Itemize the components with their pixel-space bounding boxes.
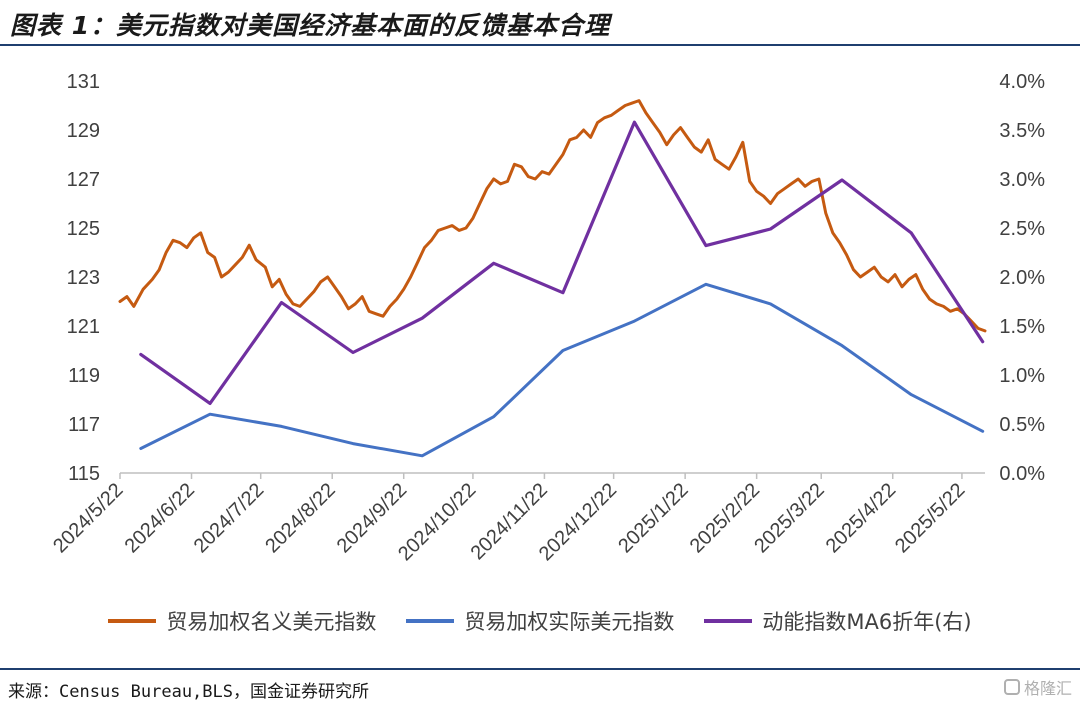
legend-swatch [108, 619, 157, 623]
y-right-tick-label: 3.5% [999, 120, 1045, 142]
y-right-tick-label: 0.0% [999, 463, 1045, 485]
y-left-tick-label: 125 [67, 218, 100, 240]
y-right-tick-label: 2.5% [999, 218, 1045, 240]
x-tick-label: 2024/7/22 [190, 479, 268, 557]
y-left-tick-label: 127 [67, 169, 100, 191]
y-left-tick-label: 115 [68, 463, 100, 485]
y-right-tick-label: 4.0% [999, 71, 1045, 93]
figure-title: 图表 1：美元指数对美国经济基本面的反馈基本合理 [10, 11, 611, 40]
y-right-tick-label: 1.0% [999, 365, 1045, 387]
x-tick-label: 2025/3/22 [750, 479, 828, 557]
x-tick-label: 2025/2/22 [686, 479, 764, 557]
legend-label: 贸易加权实际美元指数 [464, 610, 675, 634]
y-axis-right: 4.0% 3.5% 3.0% 2.5% 2.0% 1.5% 1.0% 0.5% 0.0% [999, 71, 1045, 485]
series-line [139, 120, 985, 405]
watermark-logo-icon [1003, 679, 1020, 695]
y-left-tick-label: 121 [67, 316, 100, 338]
x-tick-label: 2025/5/22 [891, 479, 969, 557]
x-tick-label: 2024/8/22 [261, 479, 339, 557]
footer-rule [0, 668, 1080, 670]
x-tick-label: 2024/5/22 [49, 479, 127, 557]
legend-item: 贸易加权名义美元指数 [108, 606, 376, 636]
y-right-tick-label: 0.5% [999, 414, 1045, 436]
x-axis: 2024/5/222024/6/222024/7/222024/8/222024… [49, 473, 969, 565]
legend-label: 动能指数MA6折年(右) [762, 610, 972, 634]
watermark: 格隆汇 [1003, 675, 1072, 699]
y-left-tick-label: 131 [67, 71, 100, 93]
legend-swatch [406, 619, 455, 623]
y-left-tick-label: 129 [67, 120, 100, 142]
y-right-tick-label: 3.0% [999, 169, 1045, 191]
legend-label: 贸易加权名义美元指数 [166, 610, 377, 634]
y-right-tick-label: 2.0% [999, 267, 1045, 289]
y-right-tick-label: 1.5% [999, 316, 1045, 338]
x-tick-label: 2025/1/22 [614, 479, 692, 557]
x-tick-label: 2025/4/22 [822, 479, 900, 557]
legend: 贸易加权名义美元指数 贸易加权实际美元指数 动能指数MA6折年(右) [0, 606, 1080, 636]
x-tick-label: 2024/6/22 [121, 479, 199, 557]
series-layer [118, 99, 987, 458]
legend-item: 动能指数MA6折年(右) [704, 606, 972, 636]
legend-swatch [704, 619, 753, 623]
source-note: 来源：Census Bureau,BLS，国金证券研究所 [8, 682, 369, 702]
y-axis-left: 131 129 127 125 123 121 119 117 115 [67, 71, 100, 485]
y-left-tick-label: 119 [68, 365, 100, 387]
title-rule [0, 44, 1080, 46]
watermark-text: 格隆汇 [1023, 679, 1072, 698]
series-line [118, 99, 987, 333]
chart-svg: 131 129 127 125 123 121 119 117 115 4.0% 3.5% 3.0%… [49, 71, 1045, 565]
legend-item: 贸易加权实际美元指数 [406, 606, 674, 636]
y-left-tick-label: 123 [67, 267, 100, 289]
y-left-tick-label: 117 [68, 414, 100, 436]
series-line [139, 282, 985, 458]
